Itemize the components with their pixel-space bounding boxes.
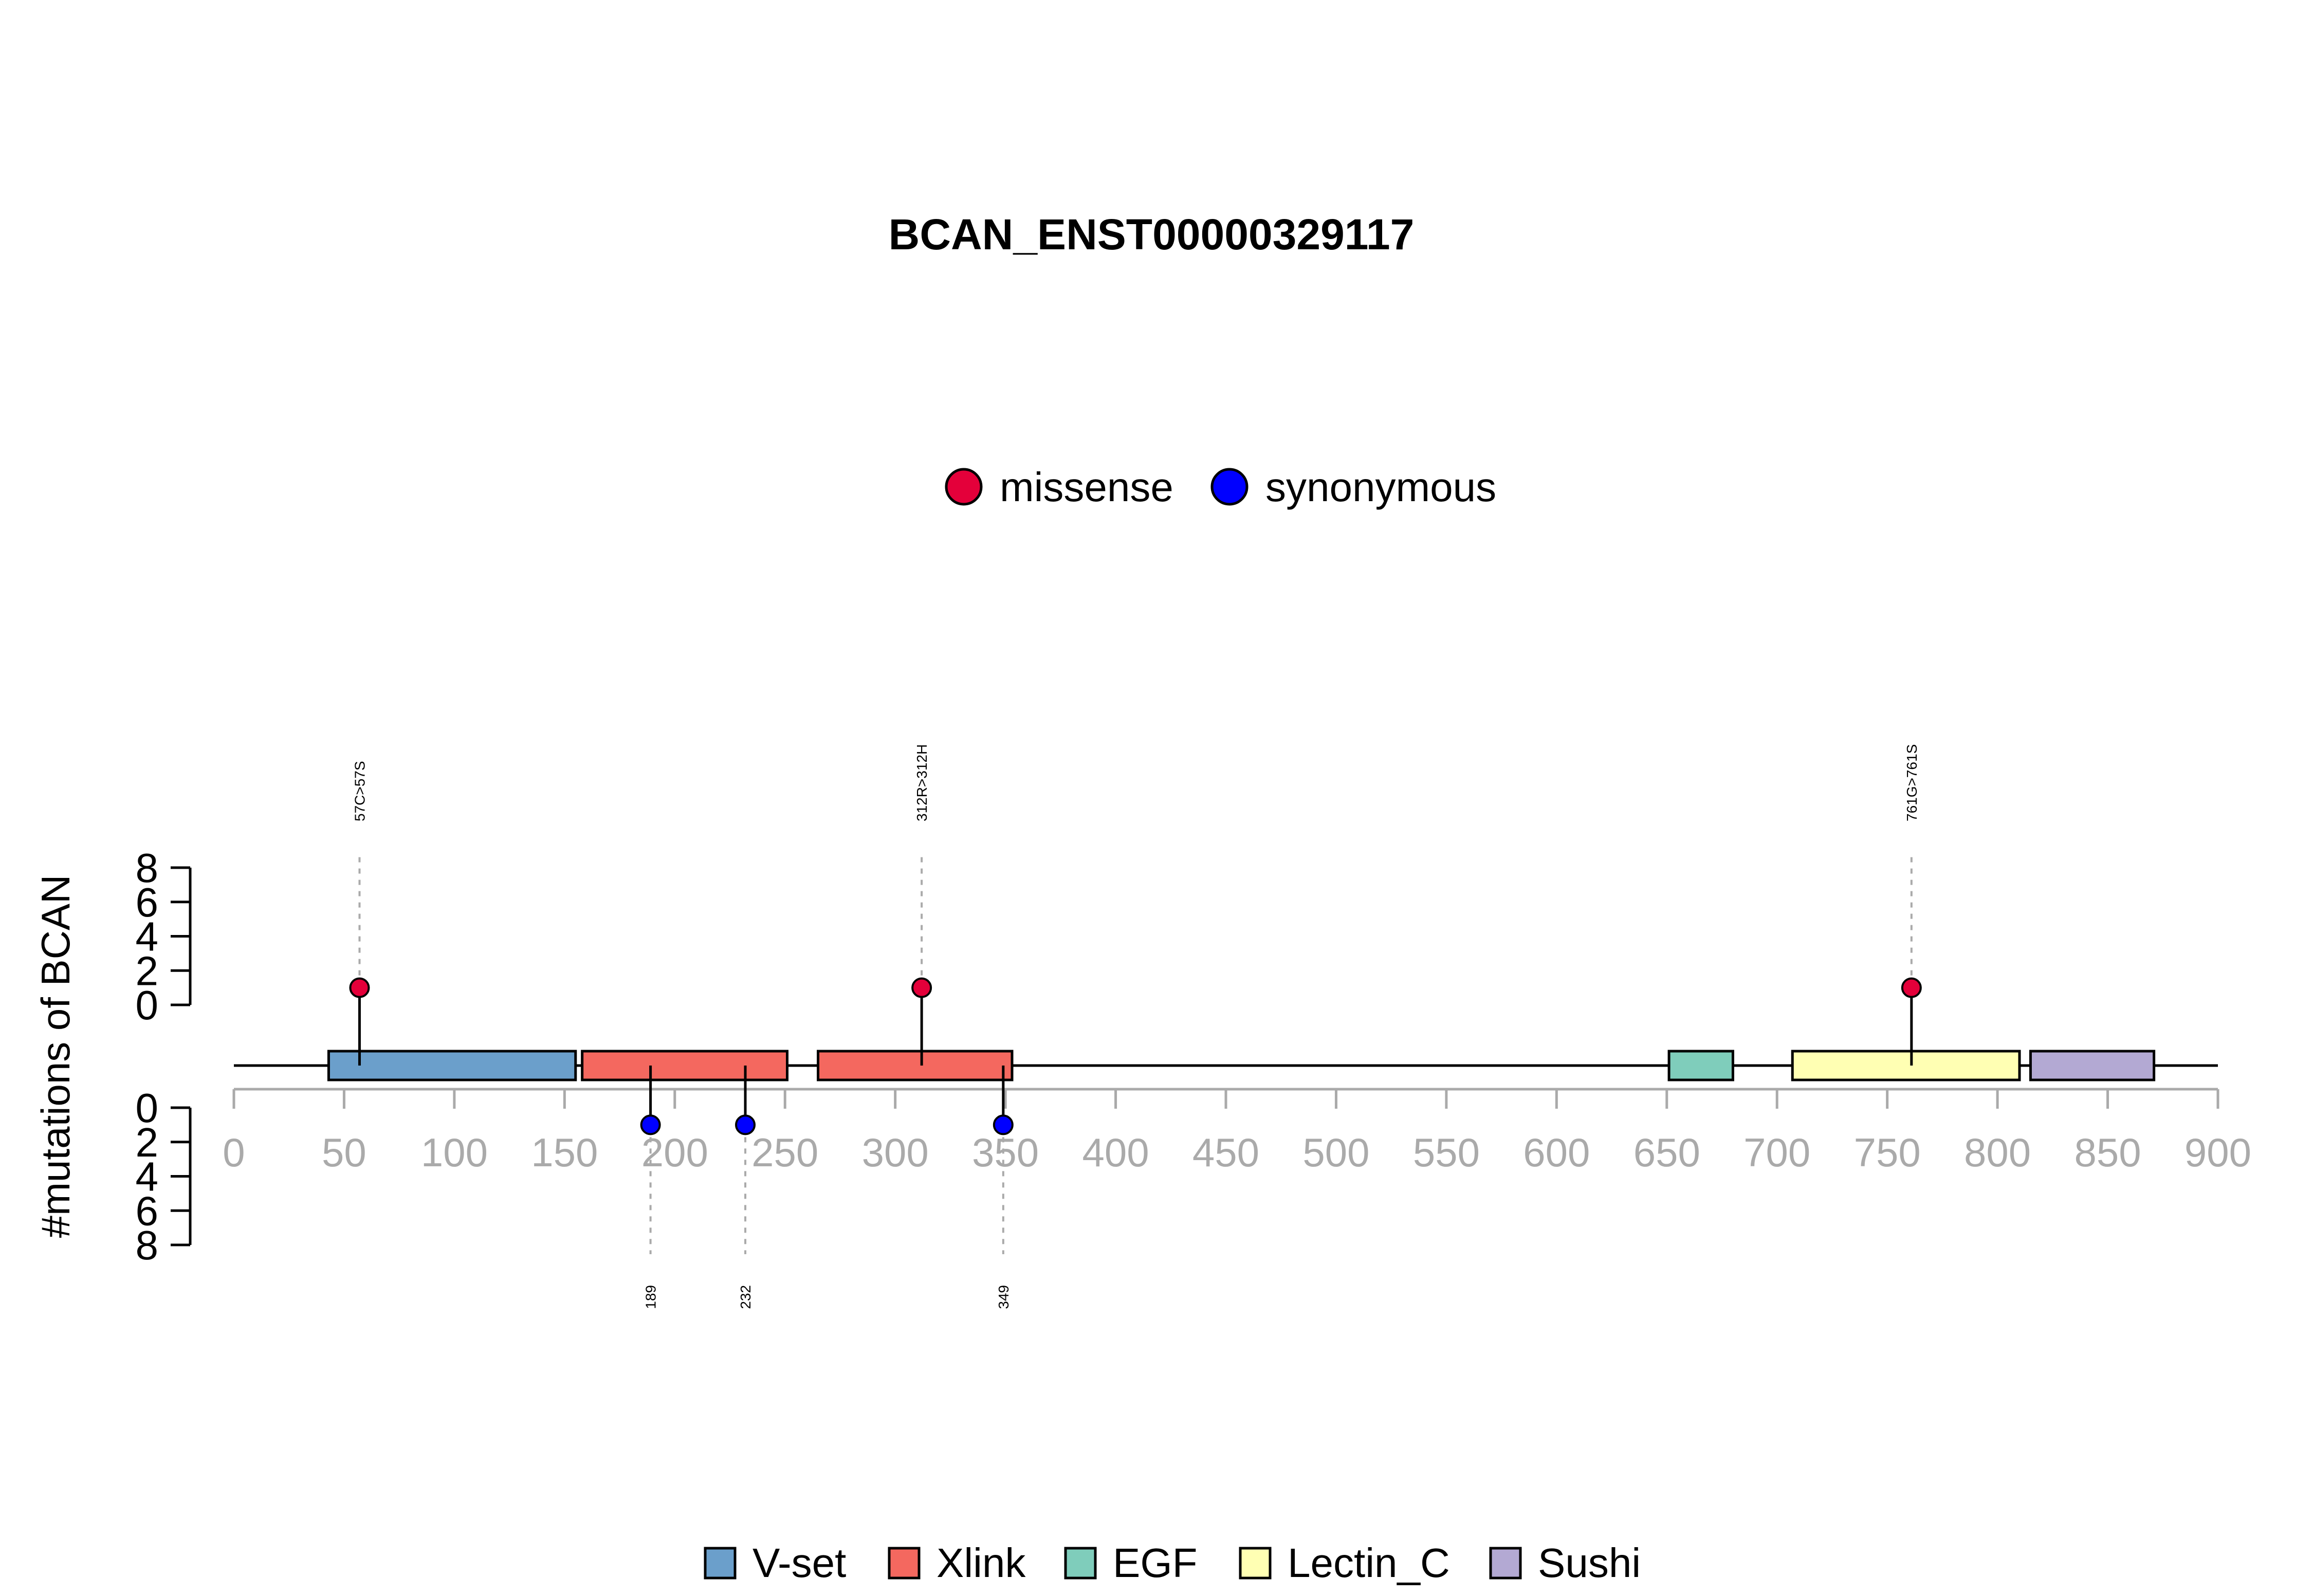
y-upper-tick-label: 4 [136,914,159,960]
x-tick-label: 350 [972,1130,1039,1175]
y-upper-tick-label: 2 [136,948,159,994]
x-tick-label: 200 [641,1130,708,1175]
domain-legend-label-lectin-c: Lectin_C [1288,1540,1450,1586]
x-tick-label: 900 [2184,1130,2251,1175]
x-tick-label: 150 [531,1130,598,1175]
mutation-point-synonymous [735,1114,756,1135]
domain-lectin-c [1791,1050,2021,1081]
mutation-point-missense [349,977,370,998]
y-upper-tick-label: 0 [136,982,159,1028]
x-tick-label: 250 [751,1130,818,1175]
x-tick-label: 750 [1854,1130,1921,1175]
domain-boxes [327,1050,2156,1081]
y-lower-tick-label: 6 [136,1188,159,1234]
mutation-label: 189 [643,1285,659,1309]
y-lower-tick-label: 4 [136,1154,159,1200]
x-tick-label: 50 [322,1130,366,1175]
domain-legend-swatch-egf [1064,1547,1097,1580]
domain-legend-label-egf: EGF [1113,1540,1197,1586]
x-tick-label: 650 [1633,1130,1700,1175]
domain-legend-swatch-xlink [888,1547,921,1580]
x-tick-label: 400 [1082,1130,1149,1175]
y-lower-tick-label: 0 [136,1085,159,1131]
mutation-point-synonymous [640,1114,661,1135]
mutation-point-missense [1901,977,1922,998]
y-lower-tick-label: 8 [136,1222,159,1268]
mutation-point-synonymous [993,1114,1014,1135]
mutation-lollipops: 57C>57S 312R>312H 761G>761S 189 232 349 [349,744,1922,1309]
domain-xlink [817,1050,1014,1081]
domain-legend-swatch-lectin-c [1239,1547,1272,1580]
x-tick-label: 300 [862,1130,929,1175]
y-lower-tick-label: 2 [136,1120,159,1165]
mutation-label: 761G>761S [1904,744,1920,821]
chart-title: BCAN_ENST00000329117 [889,210,1415,259]
domain-legend-label-v-set: V-set [752,1540,846,1586]
mutation-legend: missense synonymous [945,464,1496,510]
x-axis: 0 50 100 150 200 250 300 350 400 450 500 550 600 650 7… [223,1088,2251,1175]
x-tick-label: 850 [2074,1130,2141,1175]
domain-egf [1667,1050,1734,1081]
x-tick-label: 800 [1964,1130,2031,1175]
domain-legend: V-set Xlink EGF Lectin_C Sushi [704,1540,1641,1586]
domain-sushi [2029,1050,2156,1081]
x-tick-label: 450 [1192,1130,1259,1175]
x-tick-label: 600 [1523,1130,1590,1175]
domain-legend-swatch-v-set [704,1547,737,1580]
domain-v-set [327,1050,577,1081]
mutation-label: 232 [738,1285,754,1309]
legend-label-synonymous: synonymous [1265,464,1496,510]
mutation-point-missense [911,977,932,998]
x-tick-label: 700 [1743,1130,1810,1175]
domain-legend-label-xlink: Xlink [937,1540,1026,1586]
domain-xlink [581,1050,789,1081]
x-tick-label: 550 [1413,1130,1480,1175]
x-tick-label: 500 [1302,1130,1369,1175]
y-axis-label: #mutations of BCAN [33,875,78,1238]
x-tick-label: 100 [421,1130,488,1175]
mutation-label: 349 [996,1285,1012,1309]
domain-legend-label-sushi: Sushi [1538,1540,1641,1586]
mutation-label: 57C>57S [352,761,368,821]
y-upper-tick-label: 8 [136,845,159,891]
domain-legend-swatch-sushi [1489,1547,1522,1580]
legend-marker-missense [945,468,983,506]
legend-marker-synonymous [1210,468,1249,506]
x-tick-label: 0 [223,1130,245,1175]
legend-label-missense: missense [1000,464,1173,510]
mutation-label: 312R>312H [914,744,930,821]
y-upper-tick-label: 6 [136,879,159,925]
